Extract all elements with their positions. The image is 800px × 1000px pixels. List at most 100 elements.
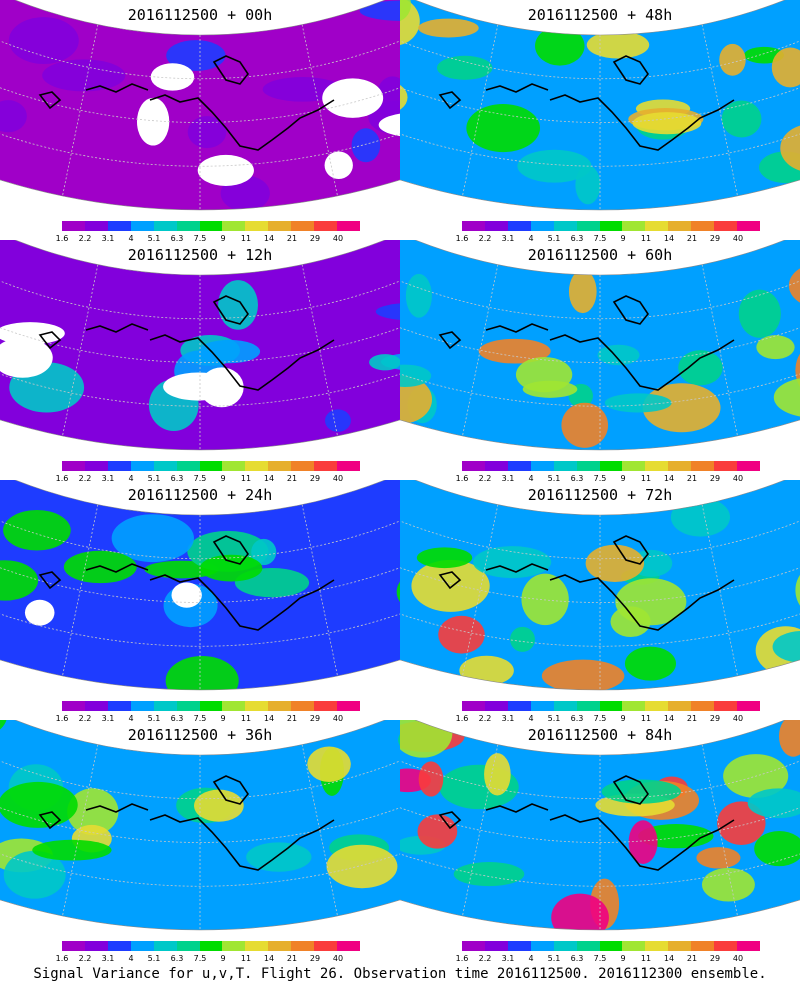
variance-blob xyxy=(187,116,227,149)
colorbar-tick-label: 5.1 xyxy=(147,954,161,963)
colorbar-swatch xyxy=(530,701,554,711)
meridian-line xyxy=(462,744,499,917)
variance-blob xyxy=(624,646,677,681)
variance-blob xyxy=(307,746,351,783)
variance-blob xyxy=(0,781,78,828)
colorbar-swatch xyxy=(576,701,600,711)
coastline-islands-west xyxy=(438,331,462,350)
no-data-patch xyxy=(24,599,55,626)
variance-blob xyxy=(561,402,609,448)
variance-blob xyxy=(375,76,400,121)
no-data-patch xyxy=(378,112,400,138)
colorbar-tick-label: 4 xyxy=(128,234,134,243)
parallel-line xyxy=(0,770,400,887)
colorbar-swatch xyxy=(222,221,246,231)
colorbar-tick-label: 5.1 xyxy=(147,474,161,483)
map-outline xyxy=(400,0,800,211)
colorbar-tick-label: 14 xyxy=(663,234,675,243)
variance-blob xyxy=(351,128,381,163)
colorbar-swatch xyxy=(176,461,200,471)
colorbar-swatch xyxy=(199,941,223,951)
colorbar-swatch xyxy=(622,221,646,231)
colorbar-tick-label: 4 xyxy=(528,474,534,483)
parallel-line xyxy=(400,50,800,167)
meridian-line xyxy=(301,24,338,197)
coastline-west xyxy=(85,323,149,333)
colorbar-tick-label: 7.5 xyxy=(193,474,207,483)
coastlines xyxy=(438,295,735,391)
variance-blob xyxy=(375,302,400,321)
variance-blob xyxy=(522,380,578,398)
colorbar-swatch xyxy=(737,701,760,711)
colorbar-swatch xyxy=(645,701,669,711)
variance-blob xyxy=(400,364,432,387)
colorbar-swatch xyxy=(130,461,154,471)
map-panel-12h: 2016112500 + 12h 1.6 2.2 3.1 4 5.1 6.3 7.5 9 11 1… xyxy=(0,240,400,483)
colorbar-swatch xyxy=(107,461,131,471)
variance-blob xyxy=(416,547,473,569)
colorbar-swatch xyxy=(337,221,360,231)
colorbar-swatch xyxy=(62,941,85,951)
parallel-line xyxy=(0,530,400,647)
variance-blob xyxy=(756,335,795,360)
graticule xyxy=(400,480,800,690)
colorbar-tick-label: 7.5 xyxy=(193,234,207,243)
colorbar-swatch xyxy=(576,941,600,951)
polar-map xyxy=(400,0,800,211)
colorbar-swatch xyxy=(691,941,715,951)
variance-blob xyxy=(198,339,261,364)
colorbar-swatch xyxy=(62,701,85,711)
colorbar-tick-label: 5.1 xyxy=(547,234,561,243)
variance-blob xyxy=(575,165,601,205)
colorbar-tick-label: 40 xyxy=(732,474,744,483)
parallel-line xyxy=(400,735,800,843)
variance-blob xyxy=(0,100,27,133)
coastline-island xyxy=(212,295,249,325)
coastline-main xyxy=(549,814,735,871)
meridian-line xyxy=(701,264,738,437)
colorbar-tick-label: 1.6 xyxy=(455,714,469,723)
colorbar-swatch xyxy=(714,941,738,951)
variance-blob xyxy=(418,18,479,38)
variance-blob xyxy=(521,573,569,626)
colorbar-tick-label: 3.1 xyxy=(101,234,115,243)
coastline-islands-west xyxy=(438,91,462,110)
colorbar-tick-label: 7.5 xyxy=(593,234,607,243)
colorbar-tick-label: 4 xyxy=(528,234,534,243)
colorbar-ticks: 1.6 2.2 3.1 4 5.1 6.3 7.5 9 11 14 21 29 40 xyxy=(40,954,385,964)
map-outline xyxy=(0,240,400,451)
colorbar-ticks: 1.6 2.2 3.1 4 5.1 6.3 7.5 9 11 14 21 29 40 xyxy=(40,234,385,244)
parallel-line xyxy=(400,15,800,123)
variance-blob xyxy=(199,554,263,582)
colorbar-swatch xyxy=(714,221,738,231)
map-panel-72h: 2016112500 + 72h 1.6 2.2 3.1 4 5.1 6.3 7.5 9 11 1… xyxy=(400,480,800,723)
colorbar-swatch xyxy=(245,701,269,711)
graticule xyxy=(400,0,800,210)
colorbar-tick-label: 3.1 xyxy=(501,234,515,243)
coastline-islands-west xyxy=(438,571,462,590)
variance-blob xyxy=(418,761,444,797)
graticule xyxy=(0,480,400,690)
polar-map xyxy=(0,480,400,691)
colorbar-ticks: 1.6 2.2 3.1 4 5.1 6.3 7.5 9 11 14 21 29 40 xyxy=(440,714,785,724)
graticule xyxy=(400,720,800,930)
parallel-line xyxy=(400,495,800,603)
colorbar-swatch xyxy=(337,701,360,711)
colorbar-swatch xyxy=(507,941,531,951)
colorbar-tick-label: 21 xyxy=(686,714,698,723)
parallel-line xyxy=(0,735,400,843)
colorbar-tick-label: 7.5 xyxy=(593,714,607,723)
colorbar-swatch xyxy=(268,461,292,471)
figure-caption: Signal Variance for u,v,T. Flight 26. Ob… xyxy=(33,966,767,982)
colorbar-swatch xyxy=(484,221,508,231)
colorbar-ticks: 1.6 2.2 3.1 4 5.1 6.3 7.5 9 11 14 21 29 40 xyxy=(440,234,785,244)
colorbar-tick-label: 2.2 xyxy=(478,714,492,723)
colorbar-tick-label: 6.3 xyxy=(170,234,184,243)
colorbar-swatch xyxy=(176,941,200,951)
colorbar-swatch xyxy=(714,701,738,711)
no-data-patch xyxy=(324,151,353,179)
parallel-line xyxy=(400,290,800,407)
colorbar-tick-label: 7.5 xyxy=(593,474,607,483)
colorbar-swatch xyxy=(314,941,338,951)
colorbar-swatch xyxy=(84,701,108,711)
